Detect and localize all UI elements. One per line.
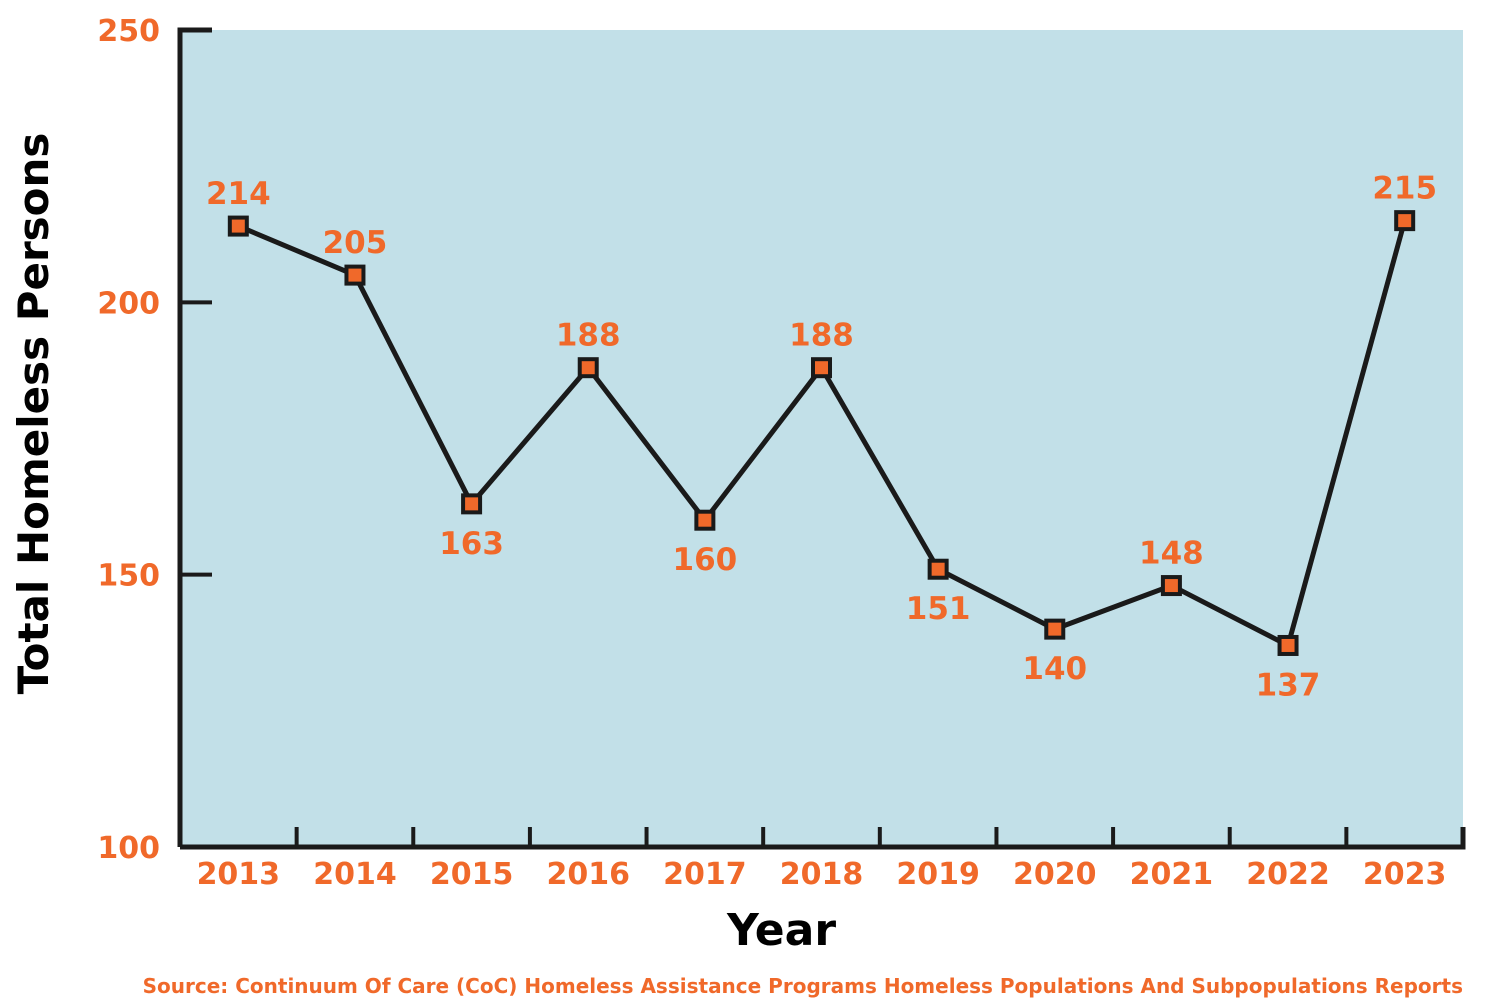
- data-labels: 214 205 163 188 160 188 151 140 148 137 215: [206, 171, 1437, 704]
- x-tick-label: 2023: [1363, 857, 1447, 892]
- data-point-marker: [461, 493, 483, 515]
- data-point-marker: [577, 357, 599, 379]
- data-label: 214: [206, 176, 271, 212]
- x-tick-label: 2015: [430, 857, 514, 892]
- x-tick-label: 2021: [1130, 857, 1214, 892]
- source-note: Source: Continuum Of Care (CoC) Homeless…: [143, 974, 1463, 998]
- data-label: 137: [1256, 667, 1321, 703]
- y-tick-label: 200: [97, 286, 160, 321]
- x-tick-labels: 2013 2014 2015 2016 2017 2018 2019 2020 2021 2022…: [197, 857, 1447, 892]
- y-tick-label: 150: [97, 559, 160, 594]
- data-point-marker: [811, 357, 832, 379]
- data-point-marker: [1394, 210, 1416, 232]
- data-label: 148: [1139, 536, 1204, 572]
- y-tick-labels: 100 150 200 250: [97, 14, 160, 866]
- x-tick-label: 2013: [197, 857, 281, 892]
- data-point-marker: [1160, 575, 1182, 597]
- x-tick-label: 2019: [896, 857, 980, 892]
- data-point-marker: [227, 215, 249, 237]
- data-label: 188: [556, 318, 621, 354]
- y-axis-title: Total Homeless Persons: [9, 133, 58, 695]
- x-tick-label: 2017: [663, 857, 747, 892]
- data-label: 205: [323, 225, 388, 261]
- data-label: 215: [1372, 171, 1437, 207]
- data-label: 160: [673, 542, 738, 578]
- x-tick-label: 2022: [1246, 857, 1330, 892]
- data-label: 163: [439, 526, 504, 562]
- x-axis-ticks: [294, 827, 1349, 847]
- data-point-marker: [1277, 634, 1299, 656]
- y-axis-ticks: [180, 300, 212, 577]
- y-axis-line: [177, 27, 212, 847]
- data-label: 140: [1022, 651, 1087, 687]
- data-point-marker: [344, 264, 366, 286]
- data-point-marker: [694, 509, 716, 531]
- data-point-marker: [1044, 618, 1066, 640]
- data-markers: [227, 210, 1416, 656]
- x-axis-title: Year: [726, 905, 836, 956]
- y-tick-label: 100: [97, 831, 160, 866]
- x-tick-label: 2020: [1013, 857, 1097, 892]
- data-label: 188: [789, 318, 854, 354]
- y-tick-label: 250: [97, 14, 160, 49]
- data-point-marker: [927, 558, 949, 580]
- x-tick-label: 2018: [780, 857, 864, 892]
- data-label: 151: [906, 591, 971, 627]
- x-tick-label: 2016: [546, 857, 630, 892]
- x-tick-label: 2014: [313, 857, 397, 892]
- x-axis-line: [180, 827, 1466, 850]
- plot-background: [180, 30, 1463, 847]
